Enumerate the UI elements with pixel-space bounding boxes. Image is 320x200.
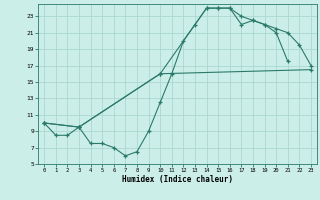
- X-axis label: Humidex (Indice chaleur): Humidex (Indice chaleur): [122, 175, 233, 184]
